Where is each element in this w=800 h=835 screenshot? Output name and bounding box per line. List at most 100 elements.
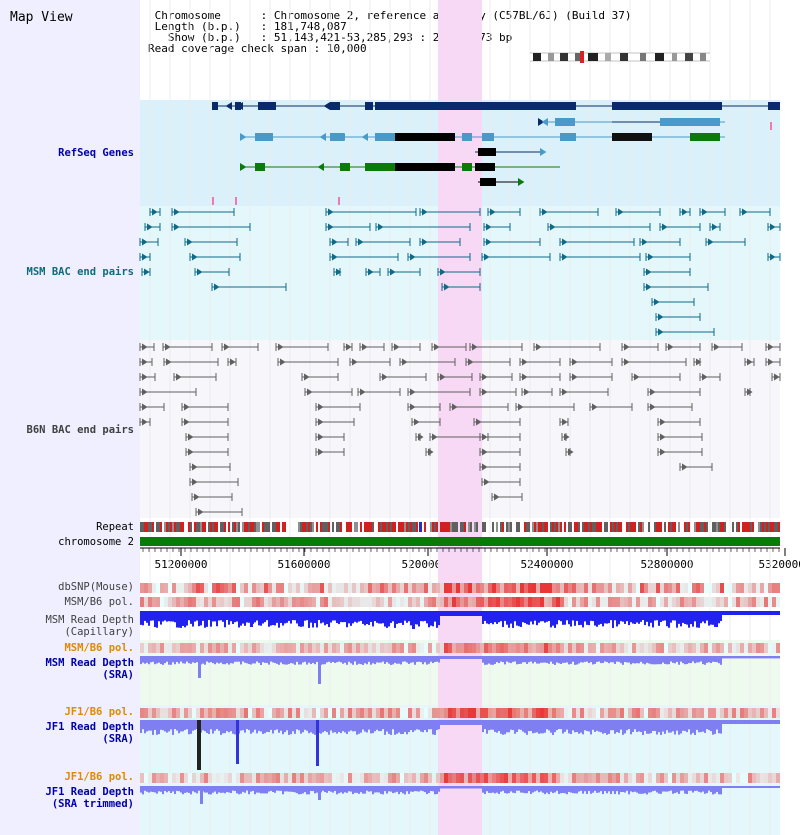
depth-bar [410,656,412,663]
depth-bar [548,720,550,731]
depth-bar [484,786,486,794]
heat-cell [164,643,168,653]
depth-bar [186,611,188,626]
depth-bar [542,611,544,622]
depth-bar [764,720,766,724]
depth-bar [694,720,696,735]
heat-cell [172,597,176,607]
heat-cell [544,643,548,653]
heat-cell [232,583,236,593]
heat-cell [556,708,560,718]
heat-cell [324,583,328,593]
heat-cell [584,643,588,653]
depth-bar [296,656,298,662]
heat-cell [432,708,436,718]
depth-bar [502,720,504,735]
repeat-mark [398,522,400,532]
heat-cell [652,708,656,718]
heat-cell [656,773,660,783]
repeat-mark [492,522,494,532]
b6n-bac-pair [142,388,148,396]
heat-cell [528,773,532,783]
depth-bar [768,656,770,659]
repeat-mark [536,522,538,532]
depth-bar [264,786,266,794]
depth-bar [454,611,456,616]
depth-bar [282,656,284,665]
depth-bar [594,720,596,732]
heat-cell [260,597,264,607]
gene-exon [255,163,265,171]
depth-bar [156,656,158,664]
heat-cell [184,773,188,783]
heat-cell [264,583,268,593]
depth-bar [330,786,332,792]
heat-cell [144,643,148,653]
heat-cell [636,708,640,718]
depth-bar [226,611,228,621]
heat-cell [556,773,560,783]
depth-bar [732,786,734,788]
depth-bar [388,611,390,627]
heat-cell [712,583,716,593]
heat-cell [264,773,268,783]
depth-bar [460,720,462,725]
repeat-mark [570,522,572,532]
repeat-mark [496,522,498,532]
depth-bar [236,656,238,662]
heat-cell [348,773,352,783]
depth-bar [616,720,618,733]
depth-bar [512,611,514,628]
depth-bar [482,656,484,663]
b6n-bac-pair [360,388,366,396]
heat-cell [168,708,172,718]
heat-cell [484,597,488,607]
msm-bac-pair [562,238,568,246]
depth-bar [502,656,504,663]
depth-bar [632,656,634,664]
depth-bar [582,611,584,628]
msm-bac-pair [486,223,492,231]
msm-b6-pol-label-1: MSM/B6 pol. [64,596,134,608]
heat-cell [216,708,220,718]
heat-cell [236,773,240,783]
depth-bar [596,786,598,793]
heat-cell [492,583,496,593]
depth-bar [454,720,456,725]
depth-bar [580,611,582,625]
heat-cell [452,773,456,783]
heat-cell [336,708,340,718]
depth-bar [232,720,234,734]
b6n-bac-pair [562,418,568,426]
depth-bar [648,720,650,734]
depth-bar [358,656,360,664]
depth-bar [196,656,198,663]
depth-bar [170,611,172,622]
heat-cell [172,773,176,783]
heat-cell [268,708,272,718]
heat-cell [680,643,684,653]
depth-bar [266,656,268,663]
depth-bar [194,656,196,664]
ideogram-band [640,53,646,61]
depth-bar [508,611,510,628]
msm-bac-pair [147,223,153,231]
heat-cell [564,643,568,653]
heat-cell [556,597,560,607]
depth-bar [516,611,518,626]
depth-bar [352,611,354,624]
depth-bar [180,786,182,793]
depth-bar [574,611,576,626]
heat-cell [192,643,196,653]
gene-arrow [361,133,368,141]
depth-bar [168,611,170,622]
jf1-depth-trimmed-label: JF1 Read Depth (SRA trimmed) [45,786,134,810]
depth-bar [486,656,488,665]
heat-cell [524,773,528,783]
depth-bar [778,611,780,615]
depth-bar [492,656,494,665]
heat-cell [412,597,416,607]
heat-cell [568,597,572,607]
heat-cell [200,597,204,607]
